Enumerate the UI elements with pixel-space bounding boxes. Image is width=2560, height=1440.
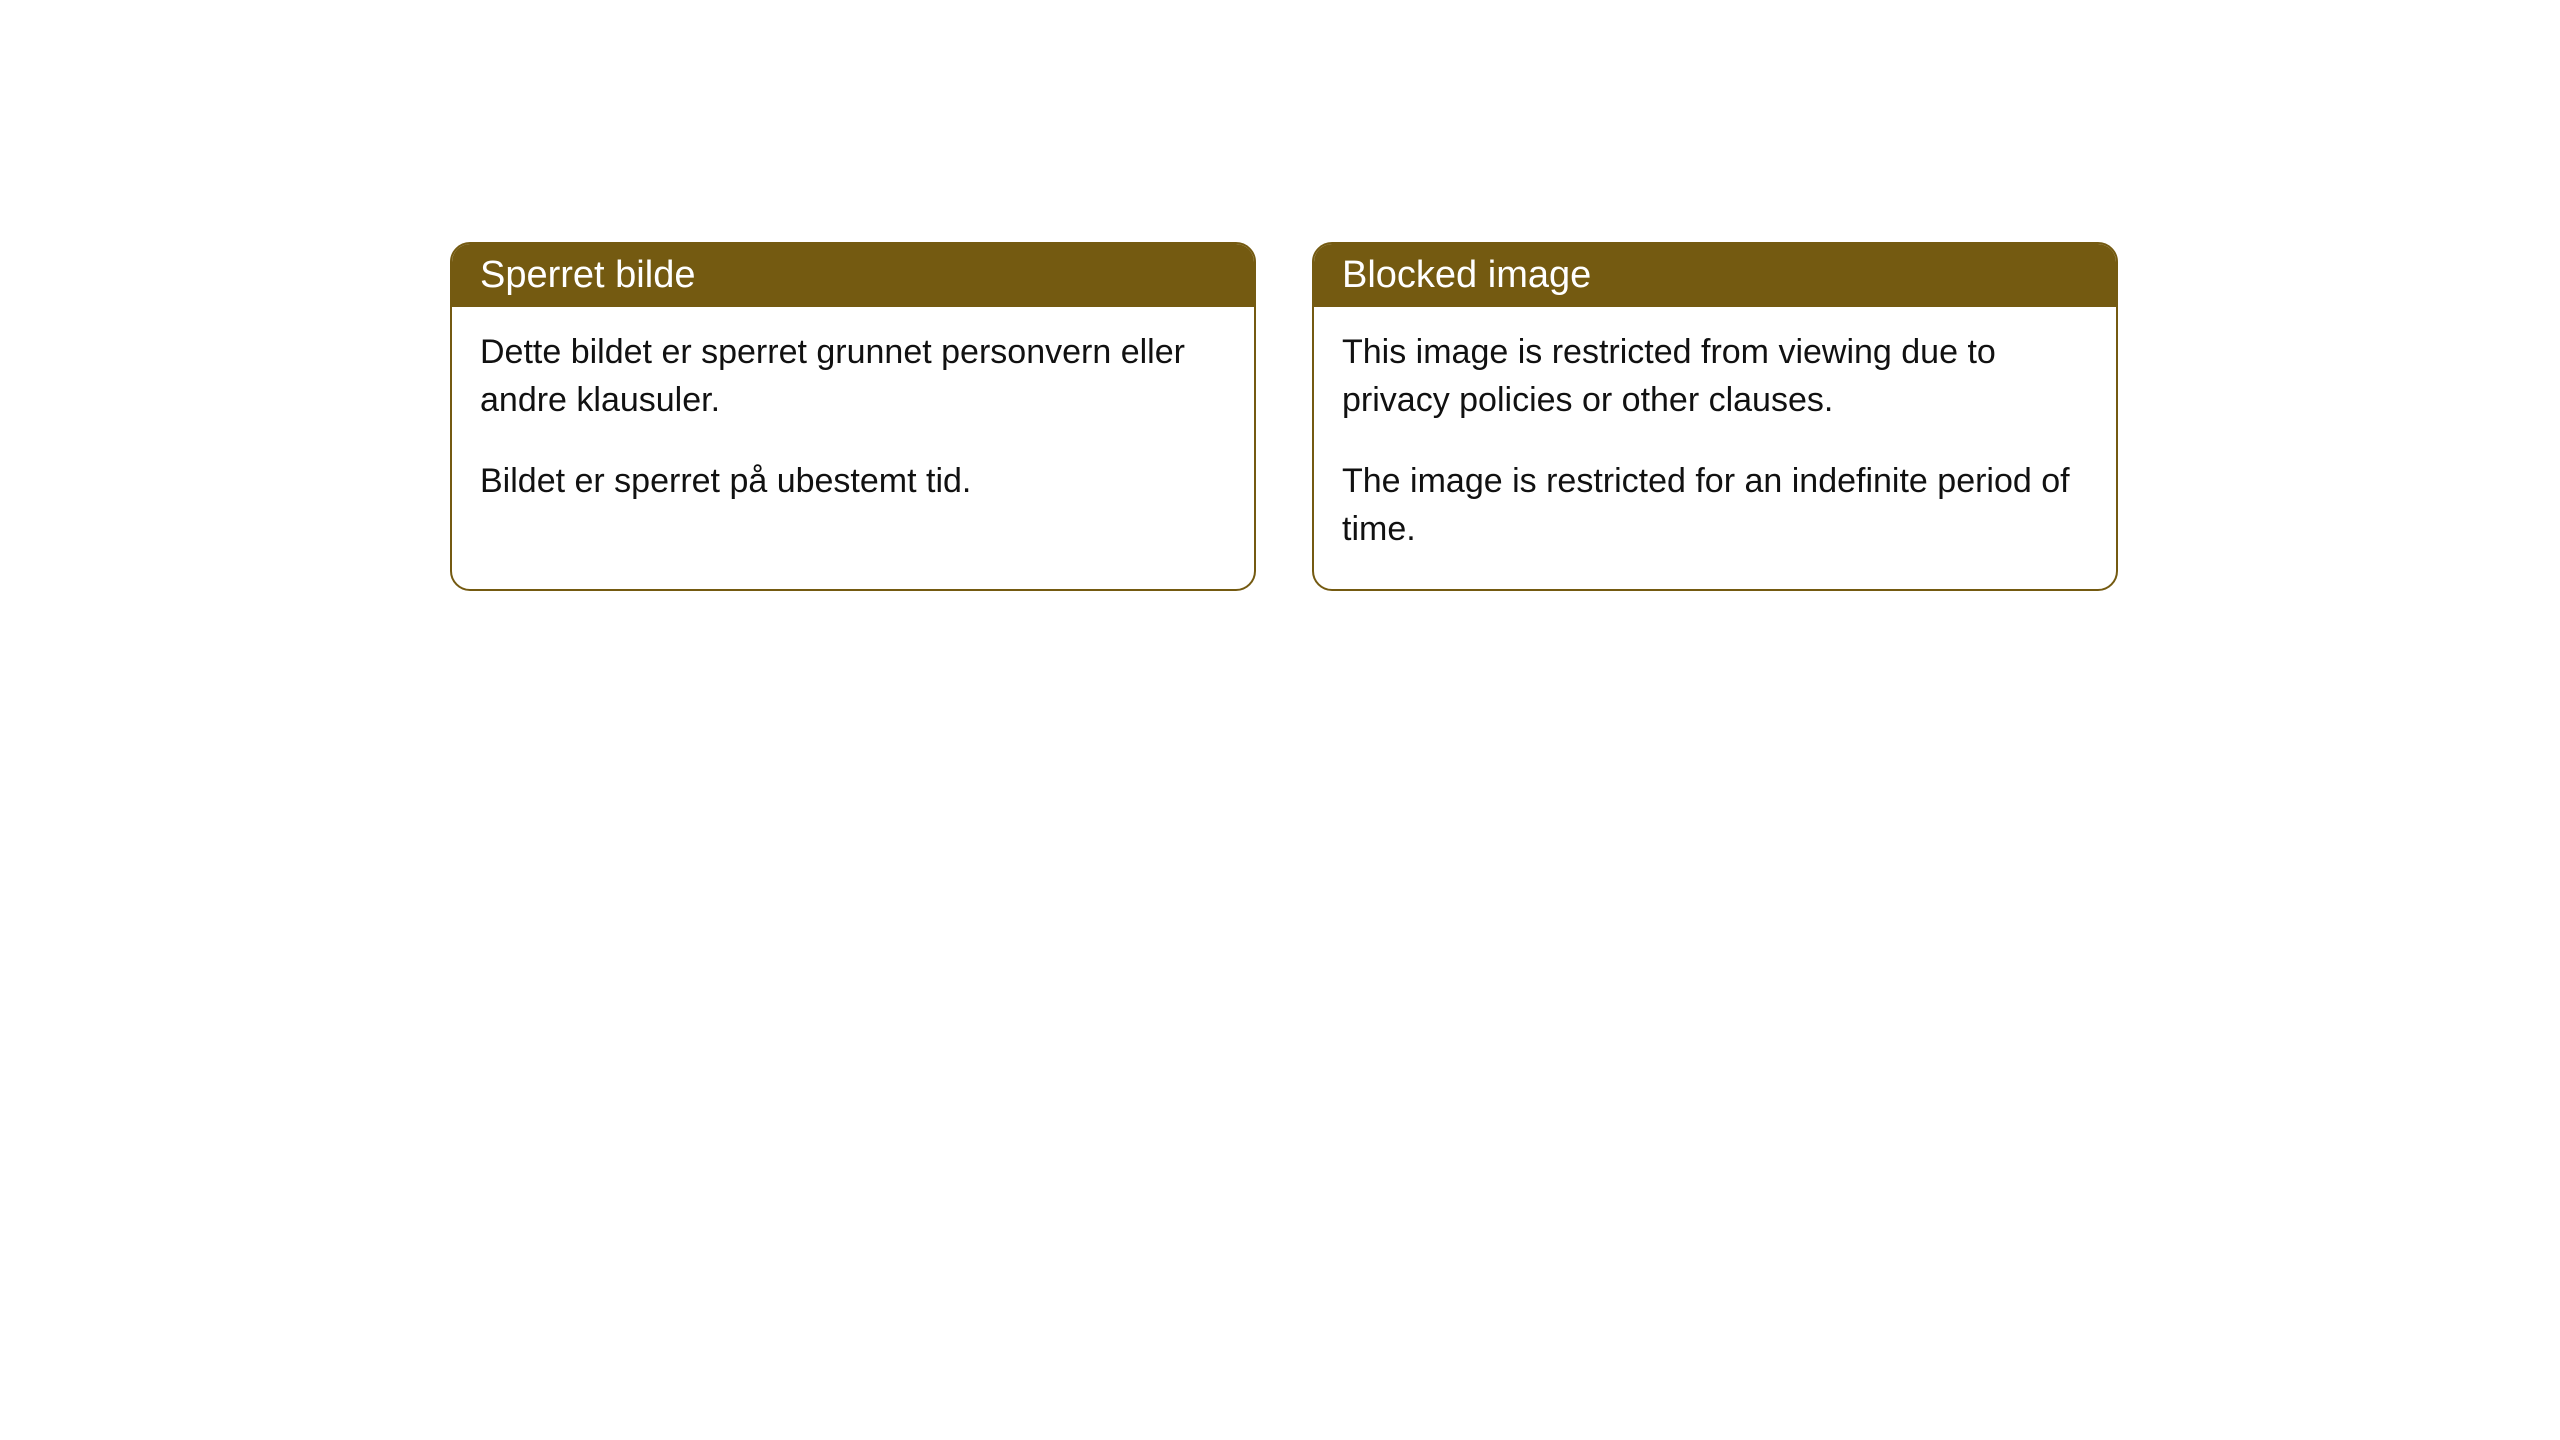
notice-paragraph: The image is restricted for an indefinit…: [1342, 458, 2088, 553]
notice-header: Blocked image: [1314, 244, 2116, 307]
notice-card-english: Blocked image This image is restricted f…: [1312, 242, 2118, 591]
notice-paragraph: Dette bildet er sperret grunnet personve…: [480, 329, 1226, 424]
notice-header: Sperret bilde: [452, 244, 1254, 307]
notice-paragraph: This image is restricted from viewing du…: [1342, 329, 2088, 424]
notice-card-norwegian: Sperret bilde Dette bildet er sperret gr…: [450, 242, 1256, 591]
notice-body: Dette bildet er sperret grunnet personve…: [452, 307, 1254, 542]
notice-body: This image is restricted from viewing du…: [1314, 307, 2116, 589]
notice-paragraph: Bildet er sperret på ubestemt tid.: [480, 458, 1226, 506]
notice-container: Sperret bilde Dette bildet er sperret gr…: [450, 242, 2118, 591]
